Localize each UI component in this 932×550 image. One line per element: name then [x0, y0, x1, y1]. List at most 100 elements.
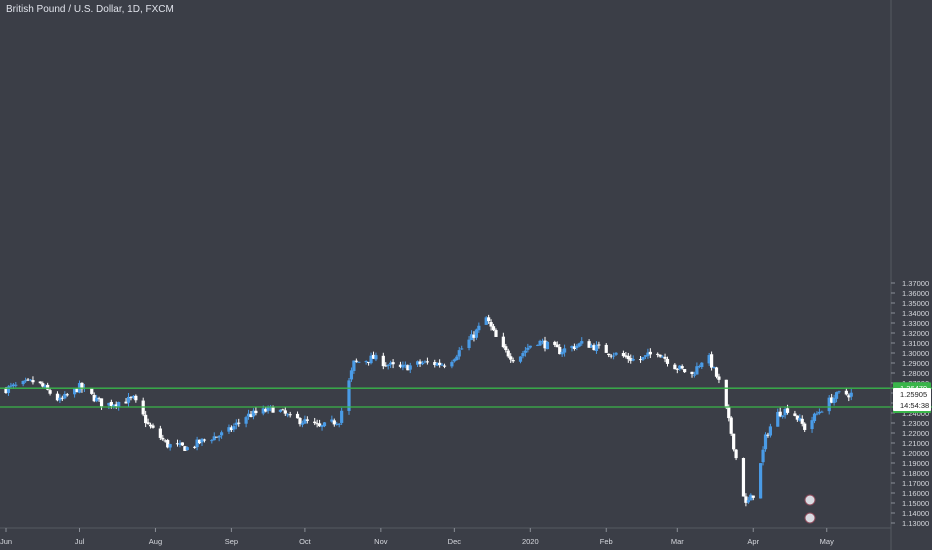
- candle-body: [148, 424, 153, 427]
- candle-body: [609, 355, 613, 357]
- candle-body: [347, 380, 351, 411]
- candle: [31, 376, 35, 385]
- candle: [648, 348, 652, 359]
- candle-body: [776, 412, 780, 427]
- candle: [161, 434, 165, 441]
- candle: [450, 360, 454, 369]
- candle: [844, 388, 848, 396]
- candle-body: [472, 334, 476, 338]
- candle: [197, 439, 202, 445]
- candle: [472, 331, 476, 342]
- candle: [295, 411, 300, 419]
- candle-body: [683, 369, 687, 373]
- candle-body: [41, 383, 45, 387]
- candle-body: [744, 496, 748, 503]
- candle-body: [450, 362, 454, 367]
- candle: [144, 410, 148, 428]
- y-tick-label: 1.34000: [902, 309, 929, 318]
- candle: [511, 357, 515, 364]
- candle-body: [491, 326, 496, 331]
- y-tick-label: 1.35000: [902, 299, 929, 308]
- candle-body: [234, 422, 238, 426]
- candle: [575, 343, 579, 351]
- candle-body: [369, 355, 373, 364]
- candle-body: [457, 350, 461, 357]
- candle: [389, 360, 393, 369]
- candle: [6, 385, 11, 396]
- candle: [629, 354, 633, 364]
- candle: [180, 442, 184, 447]
- candle: [580, 337, 584, 346]
- candle-body: [163, 440, 167, 442]
- candle-body: [621, 352, 625, 357]
- candle-body: [607, 353, 611, 356]
- candle: [418, 359, 422, 367]
- candle-body: [28, 379, 33, 381]
- candle-body: [558, 346, 562, 355]
- candle-body: [175, 443, 180, 445]
- candle: [73, 387, 77, 398]
- candle-body: [124, 401, 128, 404]
- candle: [452, 358, 456, 363]
- candle: [28, 379, 33, 382]
- candle-body: [749, 494, 753, 501]
- candle-body: [604, 344, 608, 353]
- candle-body: [381, 355, 385, 367]
- candle-body: [487, 317, 491, 322]
- y-tick-label: 1.15000: [902, 499, 929, 508]
- candle-body: [303, 419, 307, 424]
- candle-body: [594, 344, 599, 352]
- candle: [281, 408, 285, 411]
- candle: [381, 352, 385, 370]
- candle-body: [612, 355, 616, 357]
- candle-body: [518, 356, 523, 362]
- candle-body: [442, 365, 447, 367]
- candle-body: [729, 417, 733, 434]
- candle-body: [202, 439, 207, 441]
- candle: [673, 363, 677, 370]
- candle-body: [220, 432, 224, 436]
- candle-body: [661, 356, 665, 358]
- candle-body: [509, 356, 513, 360]
- candle-body: [237, 422, 241, 424]
- candle-body: [332, 420, 336, 425]
- candle-body: [572, 346, 576, 349]
- candle: [97, 396, 101, 402]
- candle: [714, 366, 719, 379]
- candle: [501, 332, 505, 349]
- candle-body: [46, 384, 50, 390]
- candle: [509, 353, 513, 363]
- candle-body: [117, 402, 121, 408]
- candle-body: [406, 365, 410, 371]
- candle: [244, 415, 248, 428]
- price-axis[interactable]: 1.130001.140001.150001.160001.170001.180…: [890, 0, 931, 550]
- x-tick-label: Jul: [75, 537, 85, 546]
- candle-body: [195, 439, 199, 448]
- candle-body: [663, 356, 667, 359]
- candle: [357, 361, 361, 363]
- candle-body: [504, 346, 508, 351]
- candle-body: [469, 334, 474, 341]
- candle-body: [837, 391, 841, 393]
- uk-flag-icon: [804, 512, 816, 524]
- candle-body: [391, 362, 395, 365]
- candle: [621, 350, 625, 358]
- candle: [729, 416, 733, 436]
- candle: [491, 323, 496, 332]
- candle-body: [580, 341, 584, 344]
- candle: [288, 411, 292, 418]
- candle: [90, 387, 94, 395]
- candle: [335, 421, 339, 426]
- candle-body: [134, 395, 138, 401]
- candle-body: [26, 379, 30, 381]
- candle-body: [563, 348, 567, 353]
- candle-body: [254, 410, 258, 414]
- candle-body: [401, 364, 405, 368]
- candle: [778, 407, 782, 418]
- candle: [781, 415, 785, 419]
- candle: [416, 360, 420, 368]
- candle: [768, 423, 772, 438]
- candle-body: [99, 398, 104, 407]
- time-axis[interactable]: Jun Jul Aug Sep Oct Nov Dec 2020 Feb Mar Apr May: [0, 527, 891, 546]
